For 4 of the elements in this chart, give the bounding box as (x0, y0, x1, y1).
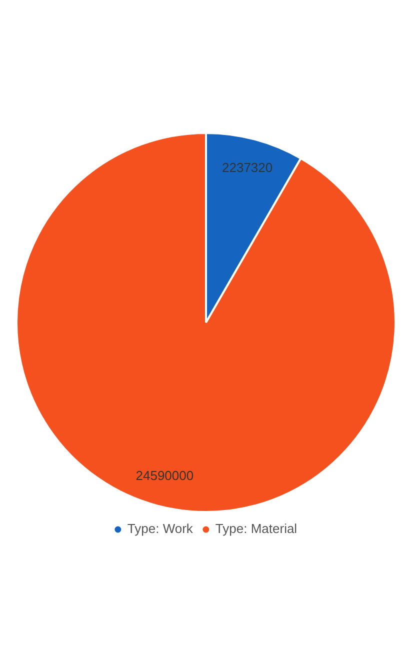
data-label: 2237320 (222, 160, 273, 176)
data-label: 24590000 (136, 468, 194, 484)
legend-label: Type: Work (127, 521, 194, 536)
legend-label: Type: Material (215, 521, 298, 536)
